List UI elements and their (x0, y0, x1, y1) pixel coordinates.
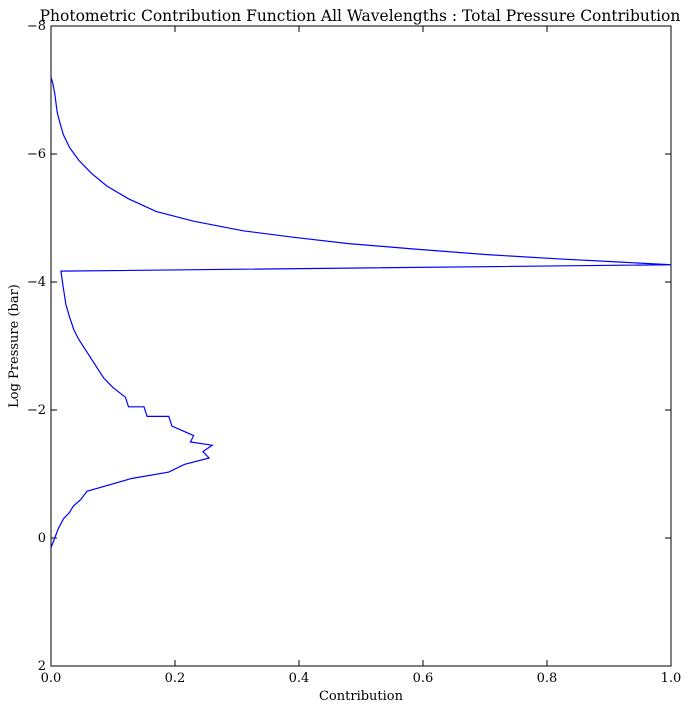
y-tick-label: −6 (27, 147, 46, 162)
y-tick-label: −4 (27, 275, 46, 290)
series-line (50, 77, 672, 548)
x-axis-label: Contribution (319, 689, 404, 704)
y-tick-label: −2 (27, 403, 46, 418)
chart-title: Photometric Contribution Function All Wa… (40, 7, 681, 25)
x-tick-label: 0.0 (41, 671, 62, 686)
x-tick-label: 0.4 (289, 671, 310, 686)
plot-area-frame (50, 25, 672, 667)
y-tick-label: 2 (38, 659, 46, 674)
x-tick-label: 0.6 (413, 671, 434, 686)
y-tick-label: 0 (38, 531, 46, 546)
x-tick-label: 1.0 (661, 671, 682, 686)
tick-label-group: 0.0 0.2 0.4 0.6 0.8 1.0 −8 −6 −4 −2 0 2 (27, 19, 682, 686)
x-tick-label: 0.8 (537, 671, 558, 686)
tick-group (50, 25, 672, 667)
x-tick-label: 0.2 (165, 671, 186, 686)
y-axis-label: Log Pressure (bar) (7, 284, 22, 408)
y-tick-label: −8 (27, 19, 46, 34)
